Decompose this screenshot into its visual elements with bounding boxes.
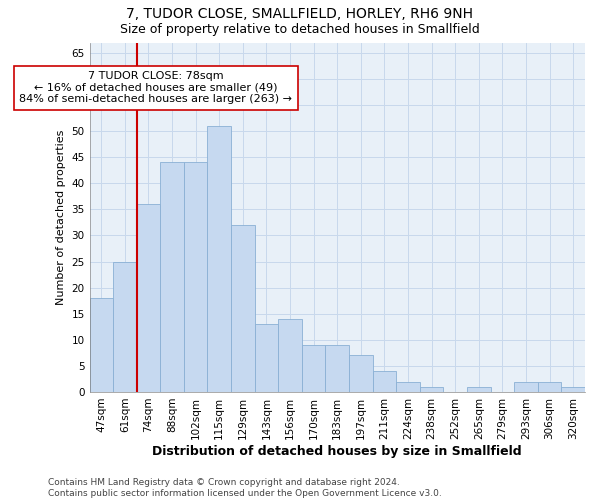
Bar — [562, 386, 585, 392]
Bar — [208, 126, 231, 392]
Bar — [89, 298, 113, 392]
Bar — [325, 345, 349, 392]
Text: 7 TUDOR CLOSE: 78sqm
← 16% of detached houses are smaller (49)
84% of semi-detac: 7 TUDOR CLOSE: 78sqm ← 16% of detached h… — [19, 71, 292, 104]
Y-axis label: Number of detached properties: Number of detached properties — [56, 130, 66, 305]
Bar — [373, 371, 396, 392]
X-axis label: Distribution of detached houses by size in Smallfield: Distribution of detached houses by size … — [152, 444, 522, 458]
Bar — [278, 319, 302, 392]
Bar — [137, 204, 160, 392]
Bar — [160, 162, 184, 392]
Bar — [514, 382, 538, 392]
Bar — [231, 225, 254, 392]
Text: Contains HM Land Registry data © Crown copyright and database right 2024.
Contai: Contains HM Land Registry data © Crown c… — [48, 478, 442, 498]
Bar — [302, 345, 325, 392]
Text: Size of property relative to detached houses in Smallfield: Size of property relative to detached ho… — [120, 22, 480, 36]
Bar — [349, 356, 373, 392]
Text: 7, TUDOR CLOSE, SMALLFIELD, HORLEY, RH6 9NH: 7, TUDOR CLOSE, SMALLFIELD, HORLEY, RH6 … — [127, 8, 473, 22]
Bar — [254, 324, 278, 392]
Bar — [113, 262, 137, 392]
Bar — [538, 382, 562, 392]
Bar — [467, 386, 491, 392]
Bar — [396, 382, 420, 392]
Bar — [184, 162, 208, 392]
Bar — [420, 386, 443, 392]
